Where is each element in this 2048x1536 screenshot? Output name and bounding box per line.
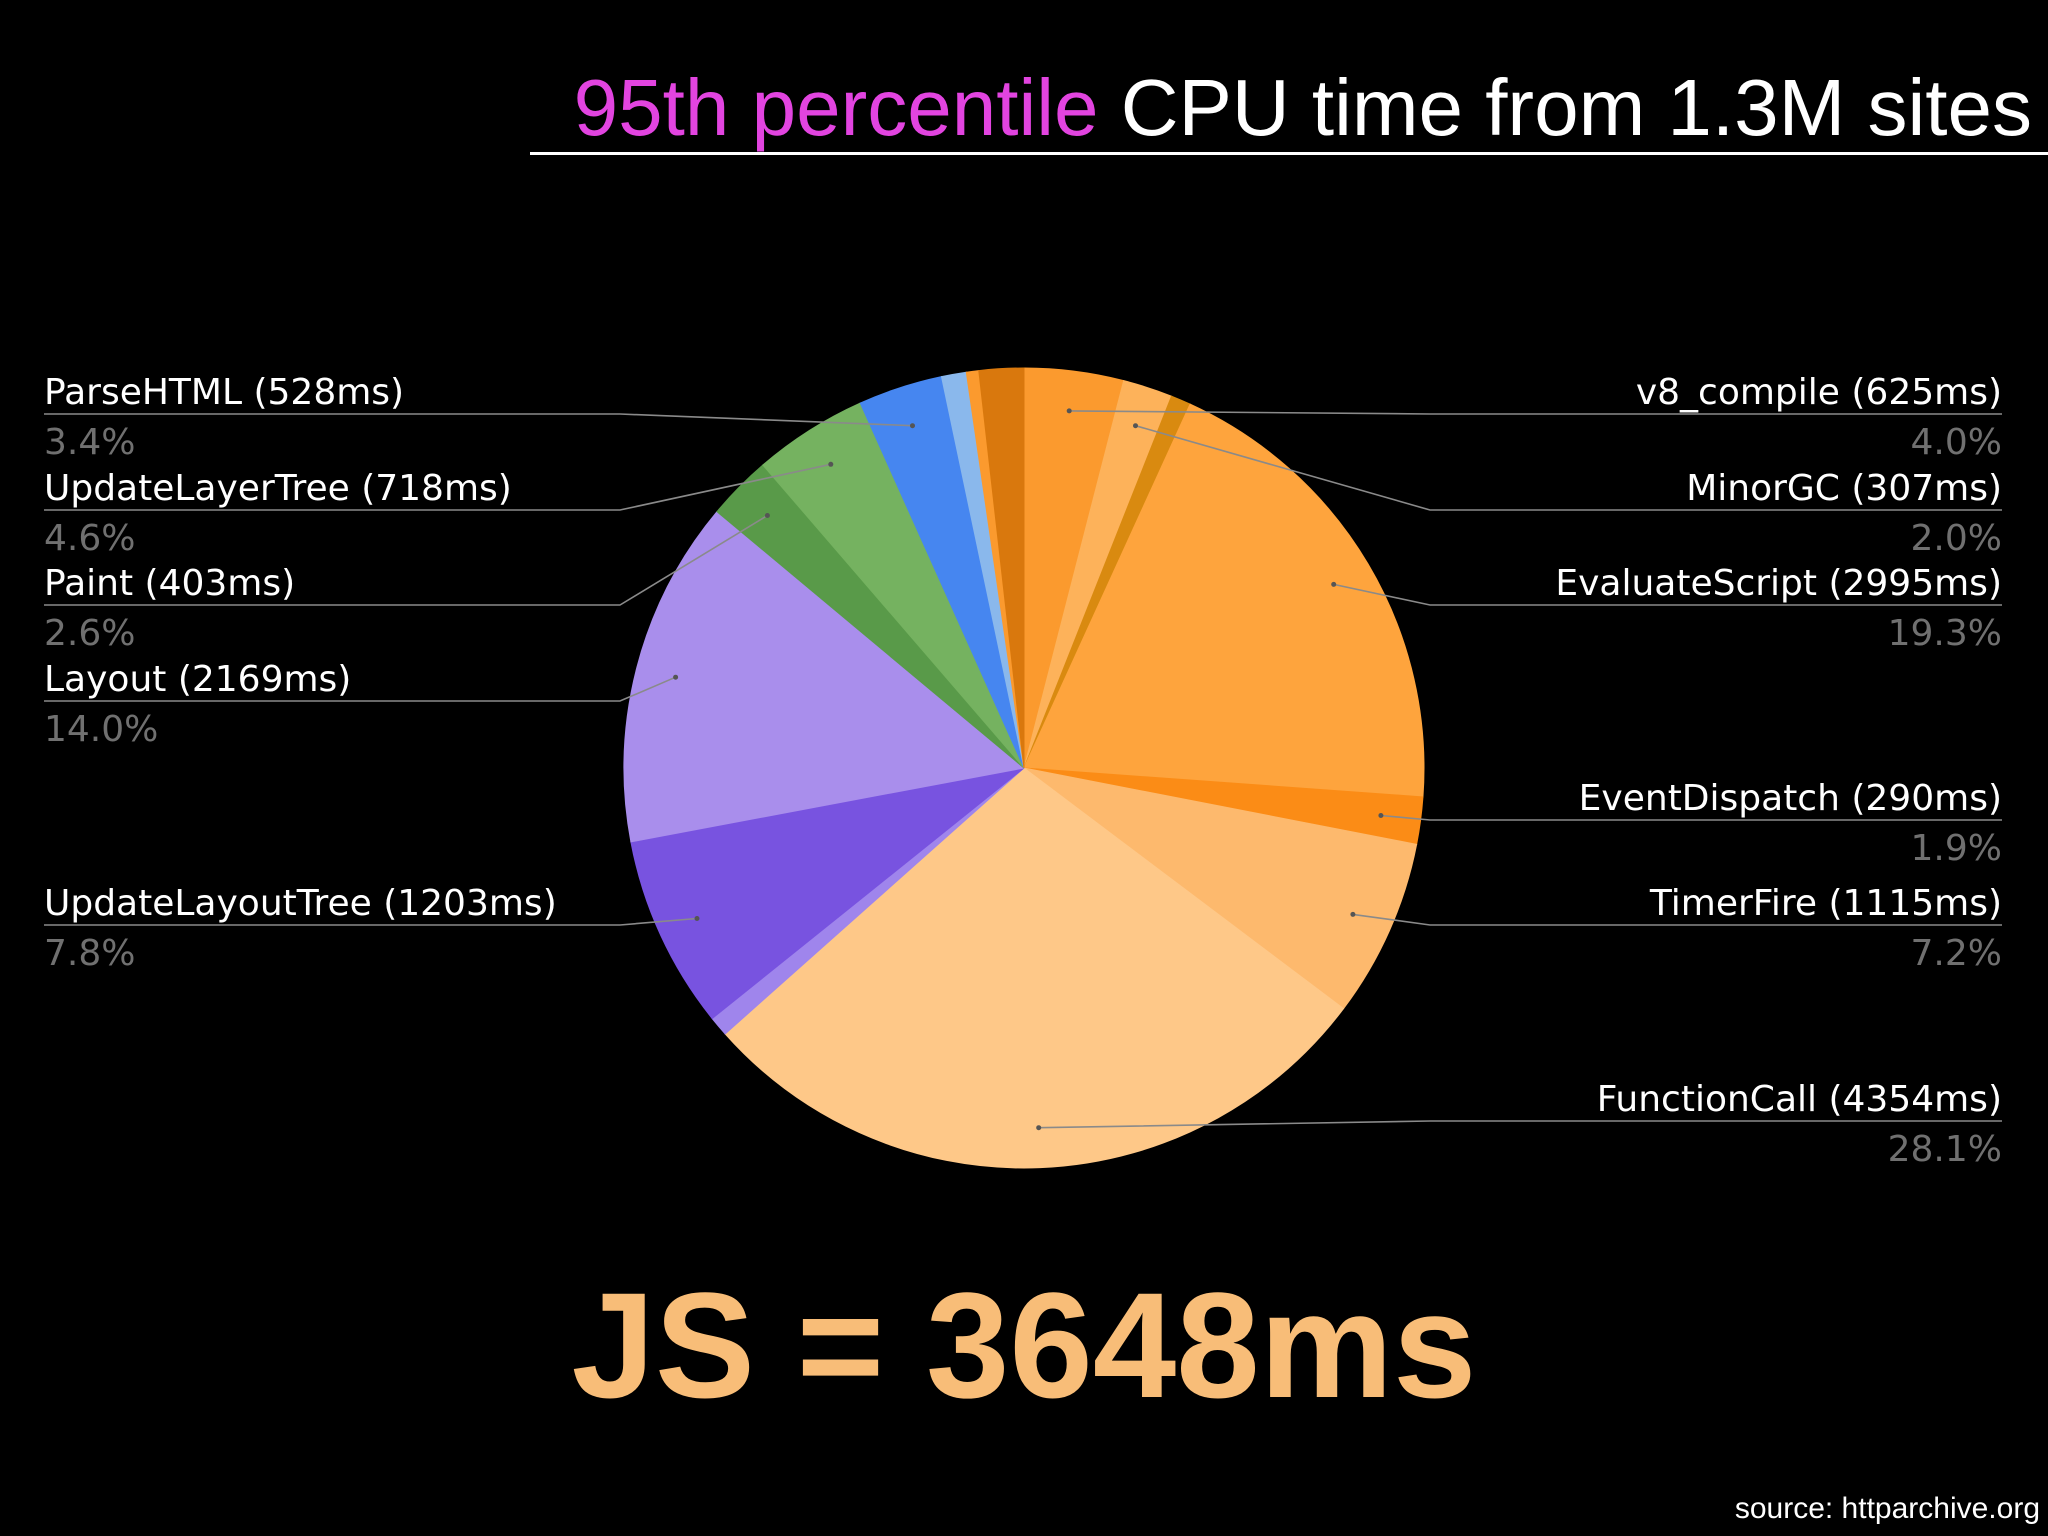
leader-dot-functioncall (1036, 1125, 1042, 1131)
slice-label-timerfire: TimerFire (1115ms) (1649, 883, 2002, 924)
slice-label-evaluatescript: EvaluateScript (2995ms) (1555, 563, 2002, 604)
pie-slices (623, 367, 1425, 1169)
leader-dot-v8_compile (1066, 408, 1072, 414)
js-total-text: JS = 3648ms (571, 1261, 1477, 1429)
slice-label-updatelayertree: UpdateLayerTree (718ms) (44, 468, 512, 509)
slice-label-eventdispatch: EventDispatch (290ms) (1579, 778, 2002, 819)
pie-slice-layout (623, 510, 1026, 843)
leader-dot-evaluatescript (1331, 581, 1337, 587)
leader-dot-timerfire (1350, 911, 1356, 917)
slice-percent-minorgc: 2.0% (1911, 518, 2002, 559)
leader-line-updatelayouttree (44, 917, 698, 926)
pie-slice-evaluatescript (1023, 403, 1425, 798)
pie-slice-functioncall (724, 767, 1345, 1169)
slice-label-minorgc: MinorGC (307ms) (1686, 468, 2002, 509)
leader-dot-updatelayertree (828, 461, 834, 467)
leader-dot-minorgc (1133, 423, 1138, 429)
slice-label-layout: Layout (2169ms) (44, 659, 351, 700)
leader-line-updatelayertree (44, 463, 831, 511)
slice-percent-updatelayouttree: 7.8% (44, 933, 135, 974)
leader-dot-parsehtml (910, 423, 915, 429)
slice-label-v8_compile: v8_compile (625ms) (1636, 372, 2002, 413)
leader-line-functioncall (1038, 1120, 2002, 1129)
leader-line-eventdispatch (1380, 814, 2002, 821)
leader-dot-layout (673, 674, 679, 680)
leader-dot-paint (764, 513, 770, 518)
leader-lines (44, 408, 2002, 1131)
leader-line-layout (44, 676, 676, 702)
leader-line-timerfire (1352, 913, 2002, 926)
leader-line-v8_compile (1069, 410, 2002, 415)
slice-percent-layout: 14.0% (44, 709, 158, 750)
slice-percent-evaluatescript: 19.3% (1888, 613, 2002, 654)
slice-percent-updatelayertree: 4.6% (44, 518, 135, 559)
source-credit: source: httparchive.org (1734, 1492, 2040, 1525)
slice-label-parsehtml: ParseHTML (528ms) (44, 372, 404, 413)
slice-percent-v8_compile: 4.0% (1911, 422, 2002, 463)
leader-dot-eventdispatch (1378, 813, 1384, 818)
slice-labels: v8_compile (625ms) 4.0% MinorGC (307ms) 2.0… (44, 372, 2002, 1170)
pie-slice-unlabeled-15 (978, 367, 1025, 769)
pie-slice-timerfire (1023, 767, 1418, 1010)
leader-line-paint (44, 514, 768, 606)
title-underline (530, 152, 2048, 155)
leader-line-parsehtml (44, 413, 913, 427)
title-highlight: 95th percentile (573, 63, 1099, 152)
slice-percent-paint: 2.6% (44, 613, 135, 654)
slice-percent-eventdispatch: 1.9% (1911, 828, 2002, 869)
slice-label-updatelayouttree: UpdateLayoutTree (1203ms) (44, 883, 557, 924)
leader-line-evaluatescript (1333, 583, 2002, 606)
leader-dot-updatelayouttree (694, 916, 700, 921)
chart-title: 95th percentile CPU time from 1.3M sites (574, 60, 2032, 156)
title-rest: CPU time from 1.3M sites (1098, 63, 2032, 152)
leader-line-minorgc (1135, 424, 2002, 511)
pie-slice-updatelayouttree (630, 767, 1025, 1020)
slice-percent-functioncall: 28.1% (1888, 1129, 2002, 1170)
slice-percent-timerfire: 7.2% (1911, 933, 2002, 974)
slice-percent-parsehtml: 3.4% (44, 422, 135, 463)
slice-label-paint: Paint (403ms) (44, 563, 295, 604)
slice-label-functioncall: FunctionCall (4354ms) (1597, 1079, 2002, 1120)
